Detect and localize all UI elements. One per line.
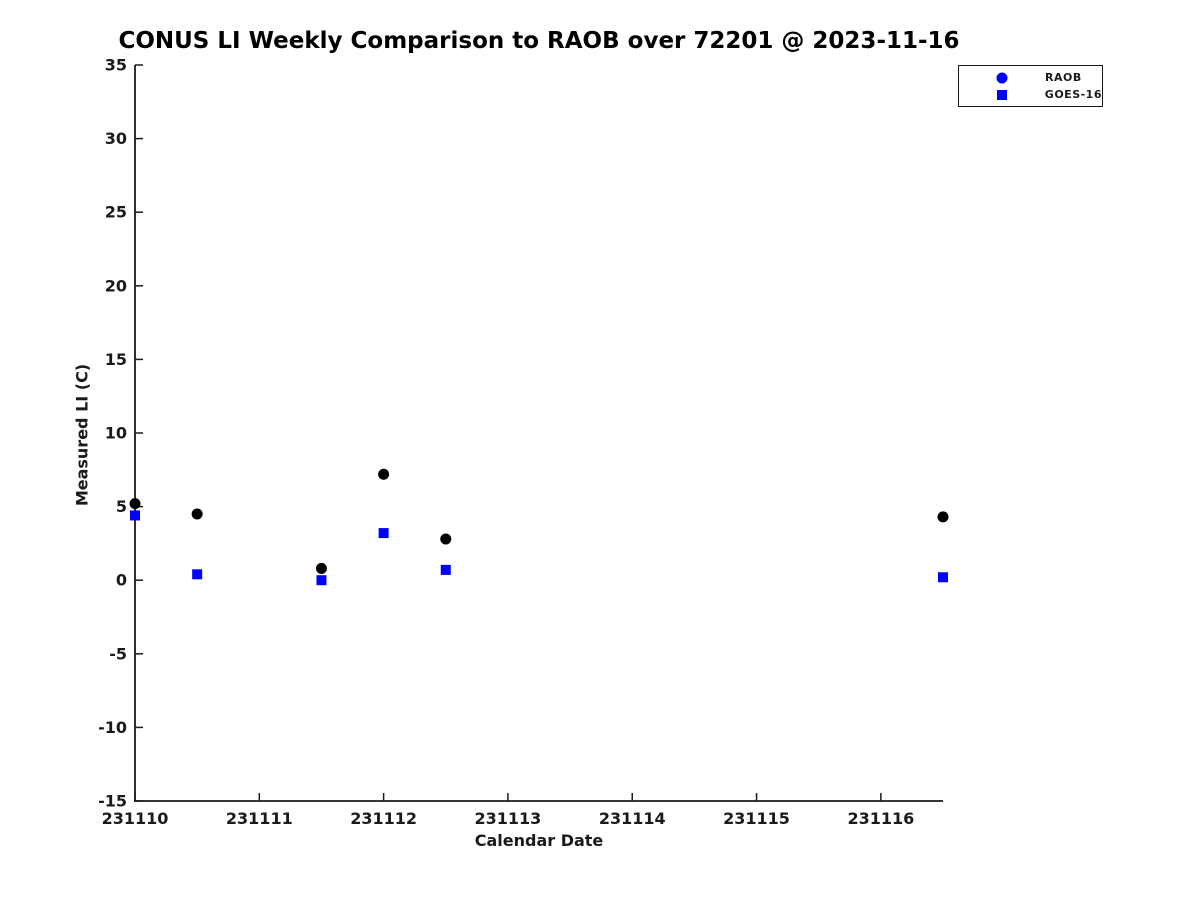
data-point-raob bbox=[378, 468, 390, 480]
data-point-raob bbox=[129, 498, 141, 510]
y-tick-label: 15 bbox=[105, 350, 127, 369]
x-tick-label: 231113 bbox=[475, 809, 542, 828]
x-tick-label: 231115 bbox=[723, 809, 790, 828]
y-tick-label: 35 bbox=[105, 56, 127, 75]
legend-label-raob: RAOB bbox=[1045, 71, 1082, 84]
y-tick-label: 0 bbox=[116, 571, 127, 590]
y-tick-label: 20 bbox=[105, 276, 127, 295]
data-point-raob bbox=[315, 562, 327, 574]
data-point-raob bbox=[440, 533, 452, 545]
y-tick-label: -5 bbox=[109, 644, 127, 663]
legend-item-goes-16: GOES-16 bbox=[959, 86, 1102, 103]
data-point-goes-16 bbox=[440, 564, 451, 575]
x-axis-label: Calendar Date bbox=[474, 831, 604, 850]
data-point-goes-16 bbox=[378, 528, 389, 539]
y-tick-label: 30 bbox=[105, 129, 127, 148]
data-point-goes-16 bbox=[938, 572, 948, 583]
x-tick-label: 231116 bbox=[847, 809, 914, 828]
x-tick-label: 231112 bbox=[350, 809, 417, 828]
x-tick-label: 231110 bbox=[102, 809, 169, 828]
circle-marker-icon bbox=[959, 72, 1045, 84]
data-point-raob bbox=[937, 511, 949, 523]
chart-title: CONUS LI Weekly Comparison to RAOB over … bbox=[118, 28, 960, 54]
y-tick-label: -15 bbox=[98, 792, 127, 811]
data-point-goes-16 bbox=[130, 510, 140, 521]
data-point-goes-16 bbox=[192, 569, 203, 580]
legend-item-raob: RAOB bbox=[959, 69, 1102, 86]
y-tick-label: 5 bbox=[116, 497, 127, 516]
x-tick-label: 231111 bbox=[226, 809, 293, 828]
y-tick-label: -10 bbox=[98, 718, 127, 737]
y-tick-label: 25 bbox=[105, 203, 127, 222]
legend: RAOB GOES-16 bbox=[958, 65, 1103, 107]
y-tick-label: 10 bbox=[105, 424, 127, 443]
legend-label-goes-16: GOES-16 bbox=[1044, 88, 1102, 101]
data-point-goes-16 bbox=[316, 575, 327, 586]
data-point-raob bbox=[191, 508, 203, 520]
x-tick-label: 231114 bbox=[599, 809, 666, 828]
square-marker-icon bbox=[959, 89, 1045, 101]
